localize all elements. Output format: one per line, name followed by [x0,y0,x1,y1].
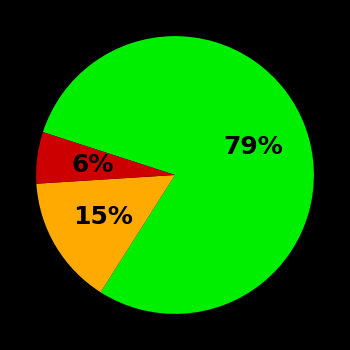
Text: 79%: 79% [224,135,283,159]
Text: 15%: 15% [74,205,133,229]
Wedge shape [36,175,175,292]
Wedge shape [43,36,314,314]
Wedge shape [36,132,175,184]
Text: 6%: 6% [71,153,113,176]
